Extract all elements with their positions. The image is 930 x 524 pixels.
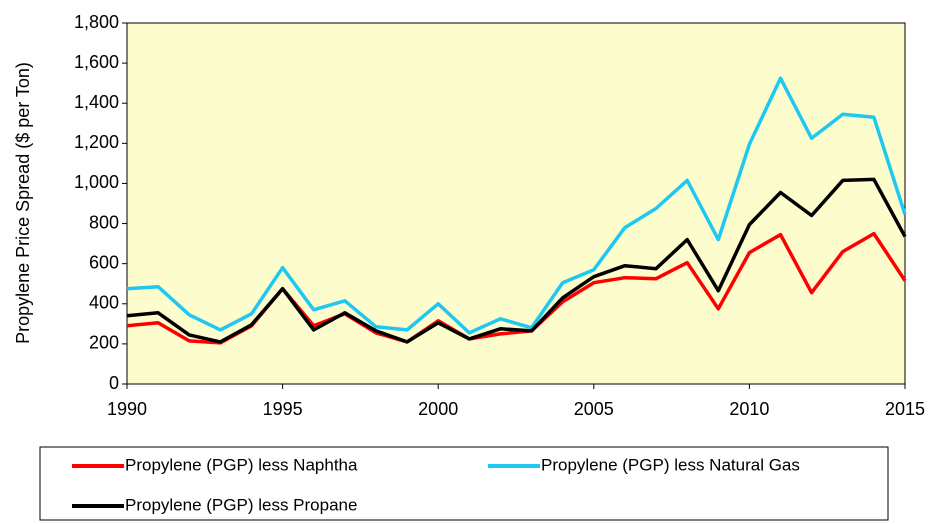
y-tick-label: 1,200: [74, 132, 119, 152]
legend-box: [39, 446, 889, 521]
y-tick-label: 1,800: [74, 12, 119, 32]
x-tick-label: 2005: [574, 399, 614, 419]
y-tick-label: 0: [109, 373, 119, 393]
x-tick-label: 2015: [885, 399, 925, 419]
y-tick-label: 1,600: [74, 52, 119, 72]
y-tick-label: 1,000: [74, 172, 119, 192]
legend-label: Propylene (PGP) less Naphtha: [125, 455, 358, 474]
x-tick-label: 1995: [263, 399, 303, 419]
legend-label: Propylene (PGP) less Natural Gas: [541, 455, 800, 474]
y-axis-label: Propylene Price Spread ($ per Ton): [13, 62, 33, 344]
x-tick-label: 2010: [729, 399, 769, 419]
y-tick-label: 400: [89, 293, 119, 313]
y-tick-label: 800: [89, 212, 119, 232]
y-tick-label: 1,400: [74, 92, 119, 112]
x-tick-label: 2000: [418, 399, 458, 419]
line-series: [126, 76, 907, 335]
y-tick-label: 600: [89, 252, 119, 272]
x-tick-label: 1990: [107, 399, 147, 419]
y-tick-label: 200: [89, 333, 119, 353]
legend-label: Propylene (PGP) less Propane: [125, 495, 357, 514]
line-series: [126, 177, 907, 344]
